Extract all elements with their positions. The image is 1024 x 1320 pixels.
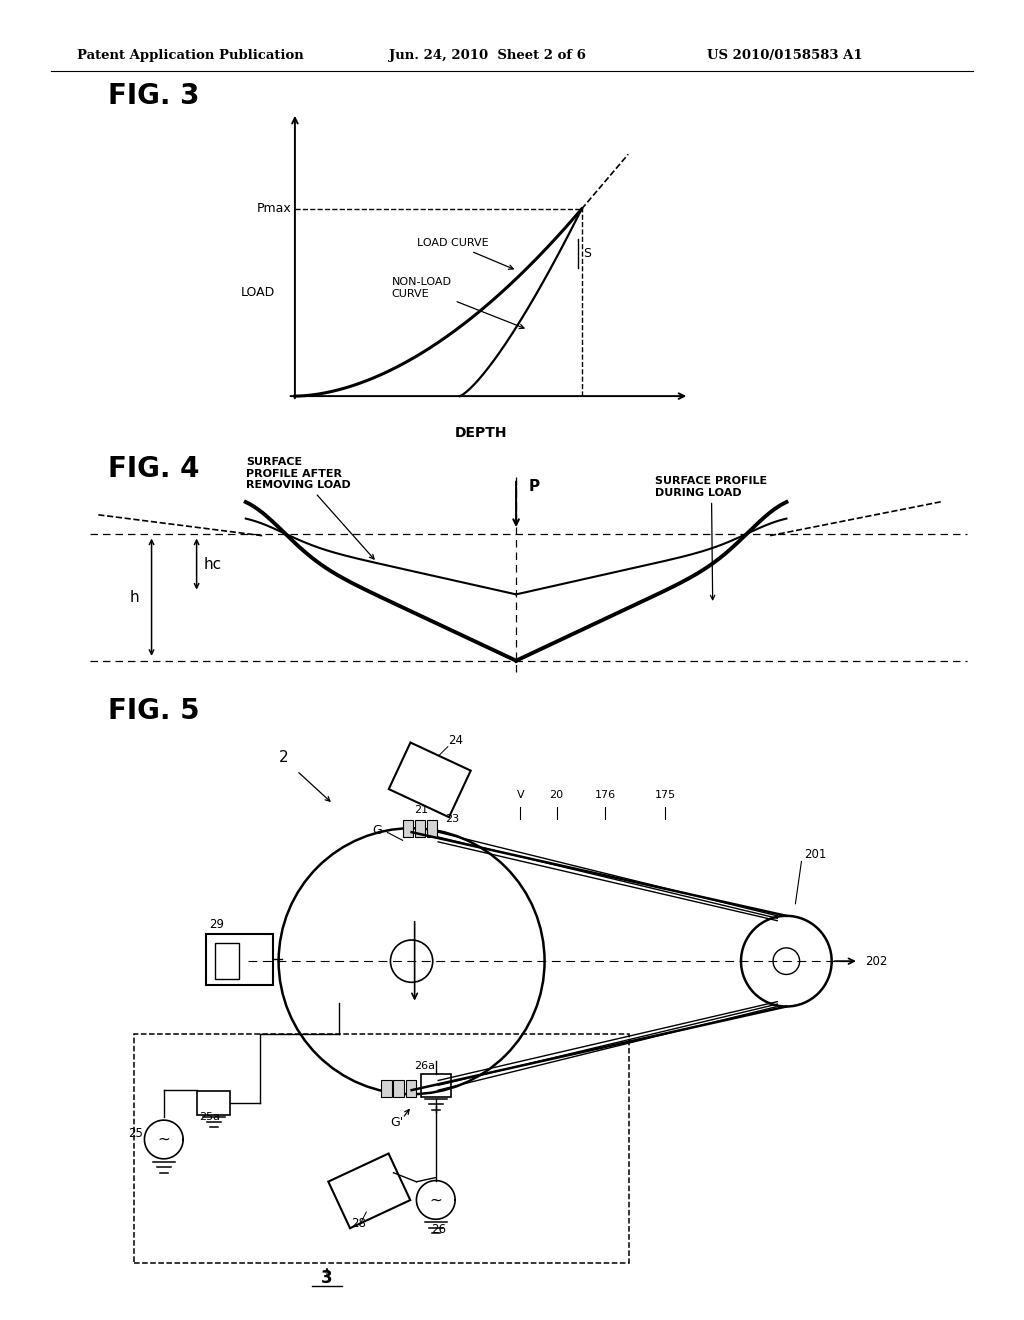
Text: NON-LOAD
CURVE: NON-LOAD CURVE — [391, 277, 524, 329]
Text: hc: hc — [203, 557, 221, 572]
Text: 21: 21 — [415, 805, 429, 814]
Text: Pmax: Pmax — [257, 202, 291, 215]
Text: 25: 25 — [128, 1127, 142, 1140]
Text: US 2010/0158583 A1: US 2010/0158583 A1 — [707, 49, 862, 62]
Bar — [427, 820, 437, 837]
Text: 26: 26 — [431, 1224, 446, 1236]
Text: 25a: 25a — [199, 1111, 220, 1122]
Bar — [197, 1092, 230, 1115]
Text: Jun. 24, 2010  Sheet 2 of 6: Jun. 24, 2010 Sheet 2 of 6 — [389, 49, 586, 62]
Bar — [406, 1080, 416, 1097]
Text: FIG. 3: FIG. 3 — [108, 82, 199, 110]
Bar — [215, 942, 240, 979]
Bar — [206, 935, 272, 985]
Text: 26a: 26a — [415, 1061, 435, 1071]
Text: Patent Application Publication: Patent Application Publication — [77, 49, 303, 62]
Text: 3: 3 — [322, 1269, 333, 1287]
Text: G': G' — [390, 1115, 403, 1129]
Text: 2: 2 — [279, 750, 288, 764]
Text: ~: ~ — [429, 1192, 442, 1208]
Text: LOAD: LOAD — [241, 286, 275, 300]
Text: P: P — [528, 479, 540, 494]
Text: G: G — [373, 824, 382, 837]
Bar — [393, 1080, 403, 1097]
Bar — [381, 1080, 391, 1097]
Text: 176: 176 — [595, 789, 615, 800]
Text: V: V — [516, 789, 524, 800]
Text: 28: 28 — [351, 1217, 366, 1230]
Text: 201: 201 — [805, 849, 826, 862]
Text: DEPTH: DEPTH — [455, 425, 508, 440]
Bar — [415, 820, 425, 837]
Bar — [421, 1074, 451, 1097]
Text: ~: ~ — [158, 1133, 170, 1147]
Text: FIG. 5: FIG. 5 — [108, 697, 199, 725]
Text: FIG. 4: FIG. 4 — [108, 455, 199, 483]
Text: 20: 20 — [550, 789, 564, 800]
Text: 23: 23 — [444, 814, 459, 824]
Text: S: S — [584, 247, 592, 260]
Text: 29: 29 — [209, 917, 224, 931]
Bar — [402, 820, 413, 837]
Text: SURFACE PROFILE
DURING LOAD: SURFACE PROFILE DURING LOAD — [655, 477, 767, 599]
Text: 24: 24 — [447, 734, 463, 747]
Text: 202: 202 — [865, 954, 887, 968]
Text: h: h — [130, 590, 139, 605]
Text: SURFACE
PROFILE AFTER
REMOVING LOAD: SURFACE PROFILE AFTER REMOVING LOAD — [246, 457, 374, 560]
Text: LOAD CURVE: LOAD CURVE — [417, 239, 513, 269]
Bar — [133, 1034, 629, 1263]
Text: 175: 175 — [655, 789, 676, 800]
